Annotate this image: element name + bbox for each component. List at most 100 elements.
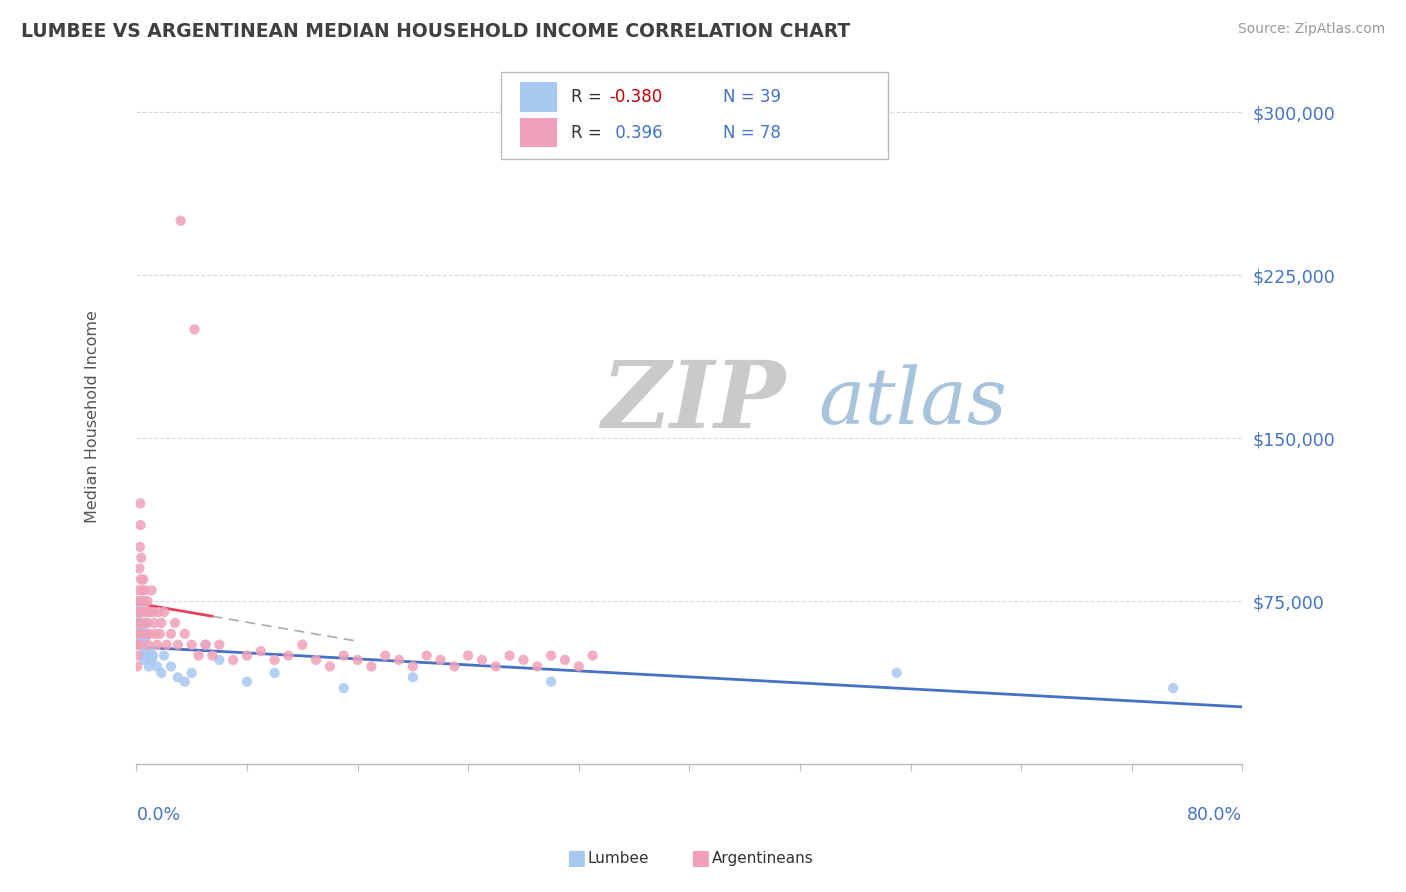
Point <box>471 653 494 667</box>
Point <box>160 627 183 641</box>
Point <box>131 605 153 619</box>
Point <box>128 561 150 575</box>
Point <box>131 615 153 630</box>
Point <box>131 583 153 598</box>
Text: Source: ZipAtlas.com: Source: ZipAtlas.com <box>1237 22 1385 37</box>
Point <box>388 653 411 667</box>
Point <box>138 659 160 673</box>
Point <box>125 594 148 608</box>
Point <box>139 627 162 641</box>
Point <box>886 665 908 680</box>
Text: N = 39: N = 39 <box>723 88 780 106</box>
Point <box>135 615 157 630</box>
FancyBboxPatch shape <box>502 72 889 159</box>
Point <box>332 681 354 695</box>
Point <box>319 659 342 673</box>
Point <box>581 648 603 663</box>
Point <box>127 631 149 645</box>
Point <box>374 648 396 663</box>
Point <box>150 615 173 630</box>
Point <box>142 648 165 663</box>
Text: ■: ■ <box>567 848 586 868</box>
Point <box>146 638 169 652</box>
Point <box>132 653 155 667</box>
Point <box>129 638 152 652</box>
Point <box>236 674 259 689</box>
Point <box>540 674 562 689</box>
Point <box>194 638 217 652</box>
Point <box>134 644 156 658</box>
Point <box>173 674 195 689</box>
Point <box>402 659 425 673</box>
Point <box>554 653 576 667</box>
Point <box>236 648 259 663</box>
Point <box>129 518 152 533</box>
Text: Lumbee: Lumbee <box>588 851 650 865</box>
Text: ZIP: ZIP <box>600 358 785 448</box>
FancyBboxPatch shape <box>520 118 557 147</box>
Point <box>128 615 150 630</box>
Point <box>127 638 149 652</box>
Point <box>160 659 183 673</box>
Text: ■: ■ <box>690 848 710 868</box>
Point <box>166 670 188 684</box>
Point <box>128 600 150 615</box>
Point <box>127 594 149 608</box>
Point <box>208 653 231 667</box>
Text: 0.396: 0.396 <box>610 123 662 142</box>
Point <box>1161 681 1184 695</box>
Point <box>134 583 156 598</box>
FancyBboxPatch shape <box>520 82 557 112</box>
Point <box>150 665 173 680</box>
Text: 0.0%: 0.0% <box>136 806 180 824</box>
Point <box>166 638 188 652</box>
Text: R =: R = <box>571 123 607 142</box>
Point <box>135 627 157 641</box>
Point <box>526 659 548 673</box>
Text: Median Household Income: Median Household Income <box>84 310 100 523</box>
Point <box>134 631 156 645</box>
Point <box>360 659 382 673</box>
Point <box>136 638 159 652</box>
Point <box>131 623 153 637</box>
Point <box>127 615 149 630</box>
Point <box>129 550 152 565</box>
Point <box>153 648 176 663</box>
Text: R =: R = <box>571 88 607 106</box>
Point <box>127 648 149 663</box>
Point <box>127 583 149 598</box>
Point <box>305 653 328 667</box>
Point <box>402 670 425 684</box>
Point <box>141 653 163 667</box>
Point <box>138 605 160 619</box>
Point <box>127 609 149 624</box>
Point <box>128 540 150 554</box>
Point <box>128 627 150 641</box>
Point <box>128 638 150 652</box>
Point <box>194 638 217 652</box>
Text: atlas: atlas <box>818 364 1008 441</box>
Point <box>173 627 195 641</box>
Point <box>332 648 354 663</box>
Point <box>512 653 534 667</box>
Text: Argentineans: Argentineans <box>711 851 813 865</box>
Point <box>142 605 165 619</box>
Point <box>131 648 153 663</box>
Point <box>128 638 150 652</box>
Point <box>132 638 155 652</box>
Point <box>127 605 149 619</box>
Point <box>415 648 437 663</box>
Text: LUMBEE VS ARGENTINEAN MEDIAN HOUSEHOLD INCOME CORRELATION CHART: LUMBEE VS ARGENTINEAN MEDIAN HOUSEHOLD I… <box>21 22 851 41</box>
Point <box>498 648 520 663</box>
Point <box>346 653 368 667</box>
Point <box>127 623 149 637</box>
Text: N = 78: N = 78 <box>723 123 780 142</box>
Point <box>128 605 150 619</box>
Text: -0.380: -0.380 <box>610 88 664 106</box>
Point <box>136 594 159 608</box>
Point <box>139 644 162 658</box>
Point <box>136 615 159 630</box>
Point <box>180 665 202 680</box>
Point <box>132 573 155 587</box>
Point <box>129 573 152 587</box>
